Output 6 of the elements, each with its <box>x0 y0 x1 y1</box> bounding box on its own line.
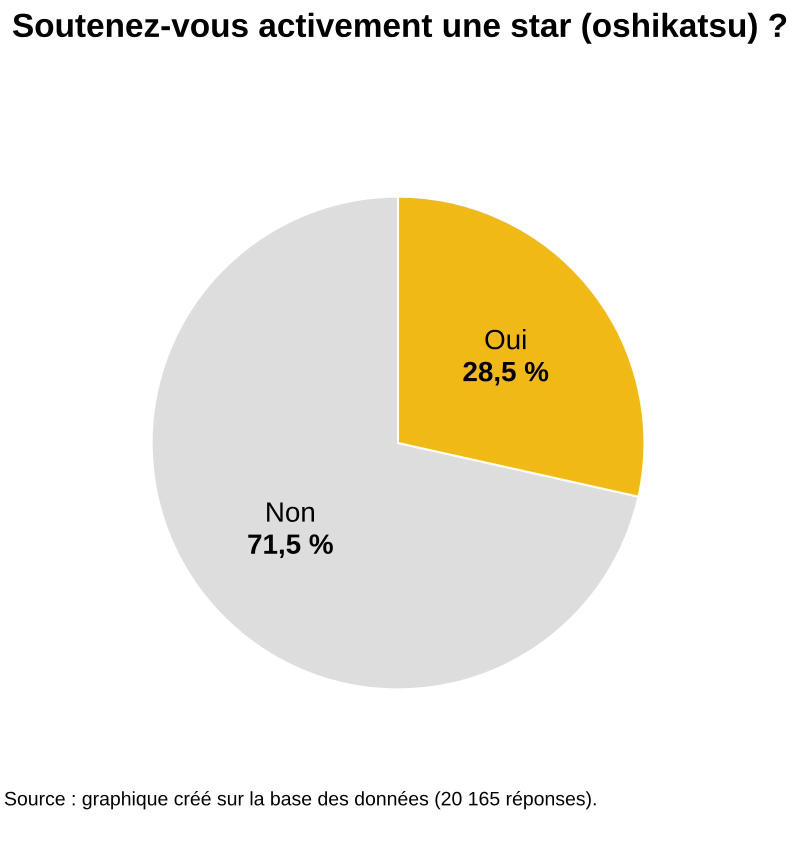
slice-label: Non <box>267 502 314 522</box>
slice-label: Oui <box>485 328 526 350</box>
data-label: 28,5 % <box>463 362 548 386</box>
data-label: 71,5 % <box>248 534 333 558</box>
chart-title: Soutenez-vous activement une star (oshikatsu) ? <box>12 12 786 44</box>
source-note: Source : graphique créé sur la base des données (20 165 réponses). <box>4 791 596 810</box>
